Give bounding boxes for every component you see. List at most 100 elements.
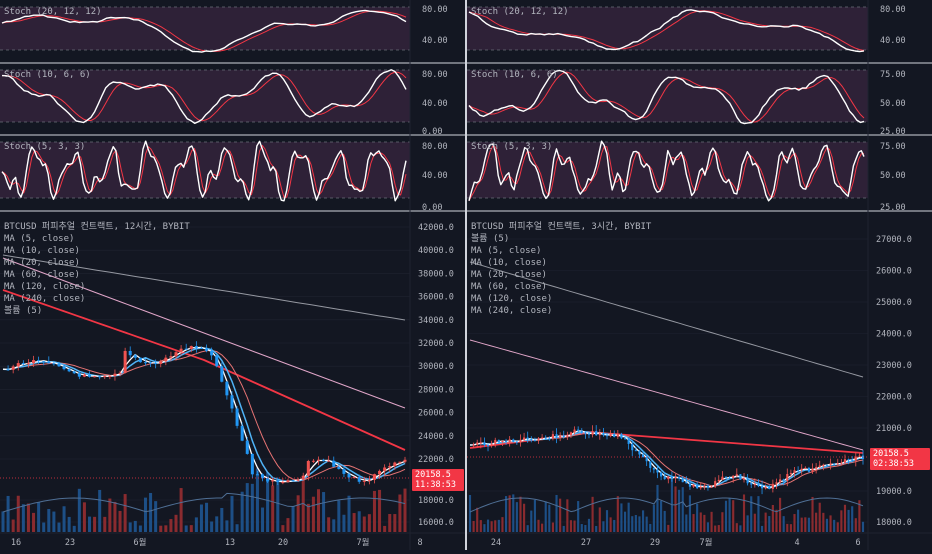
volume-bar [793,514,796,532]
volume-bar [11,519,15,532]
left-stoch-panel-3[interactable]: Stoch (5, 3, 3) 80.00 40.00 0.00 [0,140,448,213]
volume-bar [210,521,214,532]
candle-body [645,457,648,462]
candle-body [230,395,234,409]
candle-body [732,475,735,479]
right-stoch-panel-1[interactable]: Stoch (20, 12, 12) 80.00 40.00 [467,5,906,53]
volume-bar [858,500,861,532]
volume-bar [261,507,265,532]
candle-body [118,372,122,374]
candle-body [771,483,774,489]
stoch-d-line [468,71,865,123]
volume-bar [276,483,280,532]
volume-bar [508,495,511,532]
stoch-label: Stoch (5, 3, 3) [471,142,552,152]
candle-body [724,476,728,478]
stoch-label: Stoch (10, 6, 6) [4,70,91,80]
candle-body [566,435,569,437]
candle-body [786,474,789,481]
symbol-title: BTCUSD 퍼피추얼 컨트랙트, 12시간, BYBIT [4,221,190,232]
candle-body [757,484,760,487]
candle-body [327,460,331,462]
right-stoch-panel-3[interactable]: Stoch (5, 3, 3) 75.00 50.00 25.00 [467,140,906,213]
volume-bar [851,506,854,532]
candle-body [103,376,107,378]
volume-bar [699,512,702,532]
stoch-band [467,7,868,50]
volume-bar [678,489,681,532]
candle-body [714,481,717,487]
indicator-legend-item: MA (10, close) [471,258,547,268]
left-price-pane[interactable]: 42000.0 40000.0 38000.0 36000.0 34000.0 32000… [0,221,464,532]
volume-bar [595,525,598,532]
volume-bar [47,508,51,532]
candle-body [123,350,127,373]
candle-body [398,461,402,463]
candle-body [577,429,580,432]
price-axis-tick: 34000.0 [418,316,454,326]
volume-bar [804,517,807,532]
time-axis-tick: 29 [650,538,660,548]
time-axis-tick: 27 [581,538,591,548]
time-axis-tick: 7월 [357,537,370,548]
volume-bar [768,516,771,532]
right-price-pane[interactable]: 27000.0 26000.0 25000.0 24000.0 23000.0 22000… [467,221,930,532]
candle-body [530,438,533,441]
left-stoch-panel-2[interactable]: Stoch (10, 6, 6) 80.00 40.00 0.00 [0,69,448,137]
candle-body [768,486,771,489]
volume-bar [512,494,515,532]
candle-body [67,369,71,372]
candle-body [57,363,61,367]
volume-bar [296,495,300,532]
volume-bar [667,524,670,532]
candle-body [245,440,249,454]
right-chart-pane[interactable]: Stoch (20, 12, 12) 80.00 40.00 Stoch (10, 6… [467,0,932,550]
candle-body [261,474,265,479]
volume-bar [154,501,158,532]
candle-body [486,444,490,446]
candle-body [551,434,554,439]
candle-body [52,363,56,365]
volume-bar [620,503,623,532]
candle-body [523,437,526,440]
price-axis-tick: 22000.0 [876,393,912,403]
volume-bar [623,511,627,532]
candle-body [627,438,630,444]
candle-body [620,433,623,439]
candle-body [815,467,818,469]
volume-bar [843,504,847,532]
volume-bar [660,500,663,532]
volume-bar [67,516,71,532]
volume-bar [706,522,710,532]
price-axis-tick: 23000.0 [876,361,912,371]
volume-bar [490,521,493,532]
right-stoch-panel-2[interactable]: Stoch (10, 6, 6) 75.00 50.00 25.00 [467,69,906,137]
candle-body [793,470,796,473]
volume-bar [184,525,188,532]
candle-body [847,459,850,461]
candle-body [11,366,15,370]
candle-body [742,478,746,480]
volume-bar [587,518,591,532]
candle-body [587,433,591,435]
volume-bar [98,489,102,532]
ma240-line [2,254,406,321]
symbol-title: BTCUSD 퍼피추얼 컨트랙트, 3시간, BYBIT [471,221,652,232]
candle-body [497,439,500,442]
candle-body [184,348,188,350]
volume-bar [393,514,397,532]
candle-body [746,478,749,484]
left-stoch-panel-1[interactable]: Stoch (20, 12, 12) 80.00 40.00 [0,5,448,53]
candle-body [760,486,764,489]
price-axis-tick: 25000.0 [876,298,912,308]
candle-body [559,435,562,438]
volume-bar [103,516,107,532]
price-axis-tick: 24000.0 [418,432,454,442]
candle-body [609,433,612,437]
volume-bar [57,522,61,532]
candle-body [347,473,351,478]
volume-bar [479,520,482,532]
candle-body [194,346,198,348]
volume-bar [286,518,290,532]
